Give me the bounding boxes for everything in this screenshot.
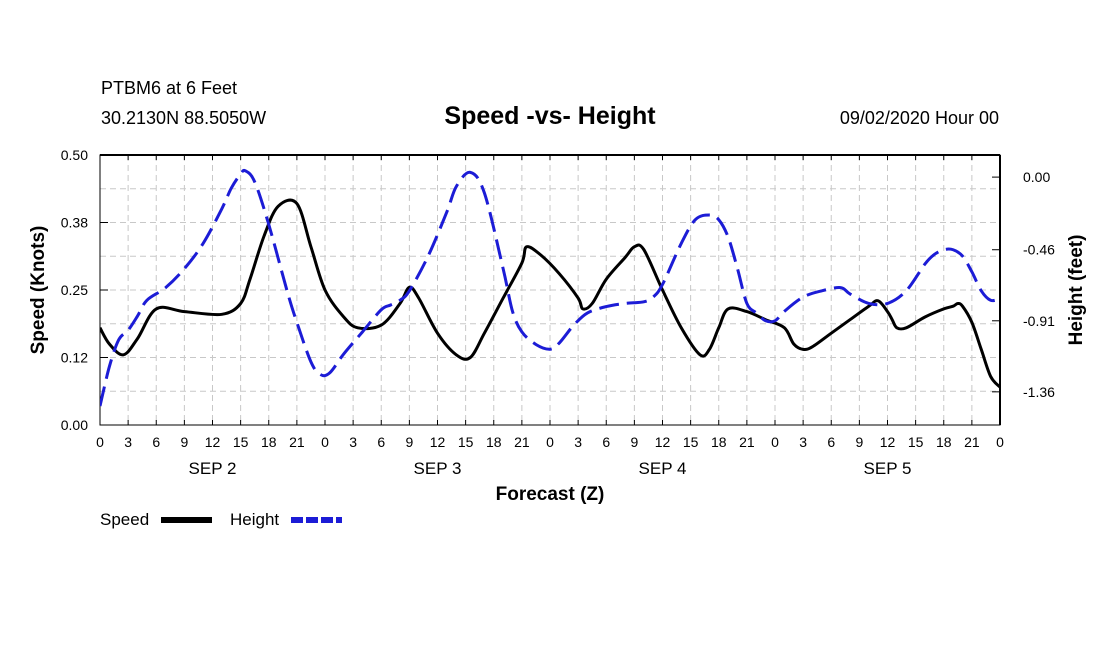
station-label: PTBM6 at 6 Feet <box>101 78 237 98</box>
x-tick-labels: 0 3 6 9 12 15 18 21 0 3 6 9 12 15 18 21 0 3 6 9 12 15 18 21 0 3 6 9… <box>96 434 1004 450</box>
x-tick-label: 9 <box>855 434 863 450</box>
x-tick-label: 12 <box>655 434 671 450</box>
y-tick-label: 0.25 <box>61 282 88 298</box>
legend: Speed Height <box>100 510 342 529</box>
x-tick-label: 3 <box>349 434 357 450</box>
y-tick-label: 0.38 <box>61 215 88 231</box>
day-label: SEP 2 <box>189 459 237 478</box>
x-tick-label: 18 <box>936 434 952 450</box>
x-tick-label: 21 <box>289 434 305 450</box>
y-tick-label: 0.12 <box>61 350 88 366</box>
day-label: SEP 5 <box>864 459 912 478</box>
x-tick-label: 12 <box>880 434 896 450</box>
x-tick-label: 18 <box>711 434 727 450</box>
y2-tick-labels: 0.00 -0.46 -0.91 -1.36 <box>1023 169 1055 400</box>
y2-tick-label: -0.91 <box>1023 313 1055 329</box>
x-tick-label: 6 <box>377 434 385 450</box>
x-tick-label: 0 <box>996 434 1004 450</box>
x-tick-label: 0 <box>546 434 554 450</box>
x-axis-title: Forecast (Z) <box>496 484 605 505</box>
x-tick-label: 0 <box>96 434 104 450</box>
day-labels: SEP 2 SEP 3 SEP 4 SEP 5 <box>189 459 912 478</box>
day-label: SEP 3 <box>414 459 462 478</box>
x-tick-label: 6 <box>827 434 835 450</box>
chart-title: Speed -vs- Height <box>444 102 656 130</box>
x-tick-label: 9 <box>630 434 638 450</box>
series-line-speed <box>100 198 1000 389</box>
x-tick-label: 9 <box>180 434 188 450</box>
x-tick-label: 21 <box>514 434 530 450</box>
x-tick-label: 9 <box>405 434 413 450</box>
x-tick-label: 15 <box>908 434 924 450</box>
x-tick-label: 21 <box>739 434 755 450</box>
day-label: SEP 4 <box>639 459 687 478</box>
y2-tick-label: -1.36 <box>1023 384 1055 400</box>
series-line-height <box>100 168 1000 407</box>
y-tick-labels: 0.00 0.12 0.25 0.38 0.50 <box>61 147 88 433</box>
x-tick-label: 12 <box>430 434 446 450</box>
x-tick-label: 6 <box>602 434 610 450</box>
y2-tick-label: -0.46 <box>1023 242 1055 258</box>
x-tick-label: 3 <box>574 434 582 450</box>
x-tick-label: 15 <box>233 434 249 450</box>
legend-speed-label: Speed <box>100 510 149 529</box>
coords-label: 30.2130N 88.5050W <box>101 108 266 128</box>
y-tick-label: 0.00 <box>61 417 88 433</box>
x-tick-label: 12 <box>205 434 221 450</box>
x-tick-label: 3 <box>124 434 132 450</box>
y2-tick-label: 0.00 <box>1023 169 1050 185</box>
x-tick-label: 18 <box>486 434 502 450</box>
x-tick-label: 6 <box>152 434 160 450</box>
grid-lines <box>100 155 1000 425</box>
x-tick-label: 15 <box>683 434 699 450</box>
y-tick-label: 0.50 <box>61 147 88 163</box>
y2-axis-title: Height (feet) <box>1066 235 1087 346</box>
x-tick-label: 15 <box>458 434 474 450</box>
series-layer <box>100 168 1000 407</box>
x-tick-label: 21 <box>964 434 980 450</box>
legend-height-label: Height <box>230 510 279 529</box>
x-tick-label: 3 <box>799 434 807 450</box>
y-axis-title: Speed (Knots) <box>28 226 49 355</box>
x-tick-label: 0 <box>321 434 329 450</box>
x-tick-label: 0 <box>771 434 779 450</box>
x-tick-label: 18 <box>261 434 277 450</box>
axes <box>99 154 1001 426</box>
datetime-label: 09/02/2020 Hour 00 <box>840 108 999 128</box>
